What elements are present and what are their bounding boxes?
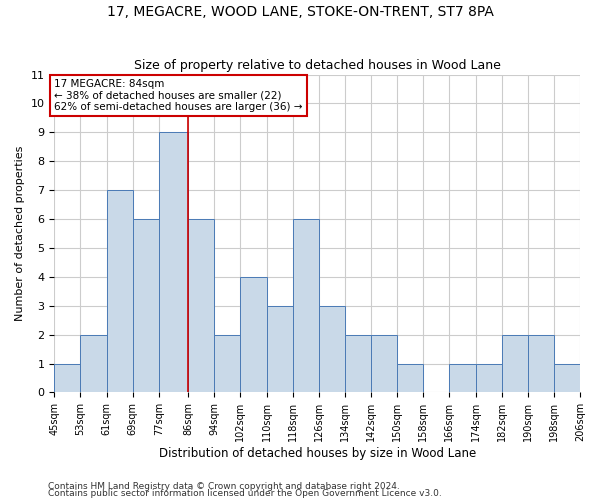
Y-axis label: Number of detached properties: Number of detached properties	[15, 146, 25, 321]
Bar	[476, 364, 502, 392]
Bar	[554, 364, 580, 392]
Bar	[214, 334, 241, 392]
Bar	[528, 334, 554, 392]
Bar	[241, 277, 266, 392]
Text: 17 MEGACRE: 84sqm
← 38% of detached houses are smaller (22)
62% of semi-detached: 17 MEGACRE: 84sqm ← 38% of detached hous…	[54, 79, 303, 112]
Text: Contains HM Land Registry data © Crown copyright and database right 2024.: Contains HM Land Registry data © Crown c…	[48, 482, 400, 491]
Bar	[188, 219, 214, 392]
Bar	[293, 219, 319, 392]
Bar	[319, 306, 345, 392]
Title: Size of property relative to detached houses in Wood Lane: Size of property relative to detached ho…	[134, 59, 500, 72]
Bar	[449, 364, 476, 392]
Bar	[266, 306, 293, 392]
Bar	[580, 364, 600, 392]
X-axis label: Distribution of detached houses by size in Wood Lane: Distribution of detached houses by size …	[158, 447, 476, 460]
Bar	[371, 334, 397, 392]
Bar	[80, 334, 107, 392]
Bar	[54, 364, 80, 392]
Bar	[397, 364, 423, 392]
Text: 17, MEGACRE, WOOD LANE, STOKE-ON-TRENT, ST7 8PA: 17, MEGACRE, WOOD LANE, STOKE-ON-TRENT, …	[107, 5, 493, 19]
Bar	[107, 190, 133, 392]
Bar	[133, 219, 159, 392]
Bar	[345, 334, 371, 392]
Bar	[502, 334, 528, 392]
Text: Contains public sector information licensed under the Open Government Licence v3: Contains public sector information licen…	[48, 489, 442, 498]
Bar	[159, 132, 188, 392]
